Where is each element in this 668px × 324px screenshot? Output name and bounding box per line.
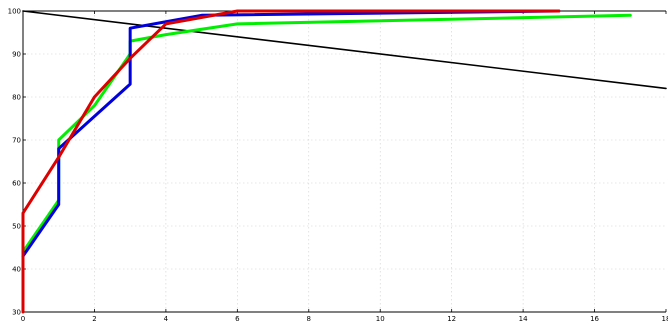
y-tick-label: 60 bbox=[12, 180, 21, 188]
x-tick-label: 16 bbox=[590, 315, 599, 323]
y-tick-label: 70 bbox=[12, 137, 21, 145]
x-tick-label: 18 bbox=[662, 315, 668, 323]
series-line-1 bbox=[22, 10, 667, 90]
axis-layer bbox=[22, 10, 667, 313]
tick-label-layer: 0 2 4 6 8 10 12 14 16 18 30 40 50 60 70 80 90 100 bbox=[8, 8, 668, 324]
x-tick-label: 14 bbox=[519, 315, 528, 323]
x-tick-label: 8 bbox=[307, 315, 311, 323]
x-tick-label: 4 bbox=[164, 315, 169, 323]
series-layer bbox=[21, 9, 667, 314]
series-line-4 bbox=[21, 9, 561, 314]
y-tick-label: 80 bbox=[12, 94, 21, 102]
y-tick-label: 100 bbox=[8, 8, 21, 16]
y-tick-label: 40 bbox=[12, 266, 21, 274]
x-tick-label: 12 bbox=[447, 315, 456, 323]
series-line-2 bbox=[21, 13, 632, 254]
y-tick-label: 90 bbox=[12, 51, 21, 59]
x-tick-label: 6 bbox=[235, 315, 240, 323]
y-tick-label: 50 bbox=[12, 223, 21, 231]
x-tick-label: 10 bbox=[376, 315, 385, 323]
x-tick-label: 2 bbox=[92, 315, 96, 323]
y-tick-label: 30 bbox=[12, 309, 21, 317]
grid-layer bbox=[23, 11, 666, 312]
series-line-3 bbox=[21, 9, 561, 258]
x-tick-label: 0 bbox=[21, 315, 25, 323]
